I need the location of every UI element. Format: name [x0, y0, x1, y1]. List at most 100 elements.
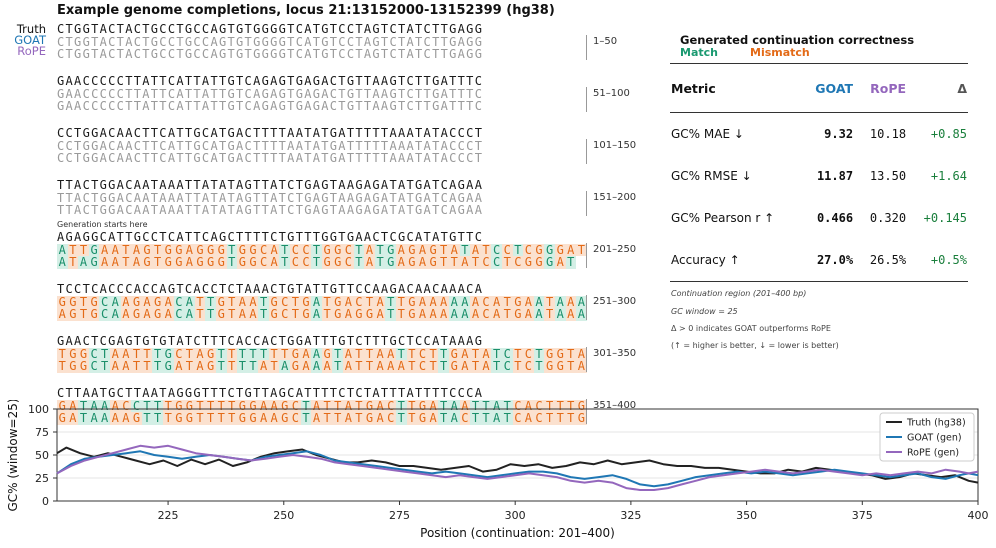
- metric-goat: 11.87: [816, 169, 854, 183]
- metric-delta: +0.5%: [907, 239, 968, 282]
- block-divider: [586, 87, 587, 112]
- note-region: Continuation region (201–400 bp): [671, 289, 807, 298]
- legend-label: Truth (hg38): [906, 418, 966, 429]
- block-divider: [586, 347, 587, 372]
- block-range: 151–200: [593, 192, 637, 203]
- note-arrows: (↑ = higher is better, ↓ = lower is bett…: [671, 341, 839, 350]
- block-divider: [586, 399, 587, 424]
- model-label-rope: RoPE: [17, 44, 46, 58]
- truth-sequence: AGAGGCATTGCCTCATTCAGCTTTTCTGTTTGGTGAACTC…: [57, 230, 484, 244]
- legend-label: GOAT (gen): [907, 433, 962, 444]
- sequence-block: CTTAATGCTTAATAGGGTTTCTGTTAGCATTTTCTCTATT…: [57, 387, 587, 425]
- legend-mismatch: Mismatch: [750, 46, 810, 59]
- metric-row: GC% Pearson r ↑ 0.466 0.320 +0.145: [670, 197, 968, 239]
- sequence-block: CTGGTACTACTGCCTGCCAGTGTGGGGTCATGTCCTAGTC…: [57, 23, 587, 61]
- rope-sequence: GAACCCCCTTATTCATTATTGTCAGAGTGAGACTGTTAAG…: [57, 99, 484, 113]
- x-tick-label: 325: [620, 509, 641, 522]
- y-tick-label: 25: [35, 472, 49, 485]
- model-label-goat: GOAT: [14, 33, 46, 47]
- metric-name: GC% Pearson r ↑: [671, 211, 775, 225]
- model-label-truth: Truth: [16, 22, 46, 36]
- x-tick-label: 375: [852, 509, 873, 522]
- goat-sequence: CTGGTACTACTGCCTGCCAGTGTGGGGTCATGTCCTAGTC…: [57, 34, 484, 49]
- block-range: 101–150: [593, 140, 637, 151]
- metric-row: GC% MAE ↓ 9.32 10.18 +0.85: [670, 113, 968, 156]
- y-tick-label: 50: [35, 449, 49, 462]
- block-divider: [586, 35, 587, 60]
- metric-delta: +1.64: [930, 169, 967, 183]
- block-divider: [586, 191, 587, 216]
- sequence-block: CCTGGACAACTTCATTGCATGACTTTTAATATGATTTTTA…: [57, 127, 587, 165]
- header-delta: Δ: [907, 63, 968, 113]
- rope-sequence: CTGGTACTACTGCCTGCCAGTGTGGGGTCATGTCCTAGTC…: [57, 47, 484, 61]
- sequence-block: GAACTCGAGTGTGTATCTTTCACCACTGGATTTGTCTTTG…: [57, 335, 587, 373]
- truth-sequence: TTACTGGACAATAAATTATATAGTTATCTGAGTAAGAGAT…: [57, 178, 484, 192]
- generation-start-note: Generation starts here: [57, 220, 148, 229]
- goat-sequence: CCTGGACAACTTCATTGCATGACTTTTAATATGATTTTTA…: [57, 138, 484, 153]
- truth-sequence: GAACCCCCTTATTCATTATTGTCAGAGTGAGACTGTTAAG…: [57, 74, 484, 88]
- figure-title: Example genome completions, locus 21:131…: [57, 3, 555, 18]
- rope-sequence: TTACTGGACAATAAATTATATAGTTATCTGAGTAAGAGAT…: [57, 203, 484, 217]
- y-tick-label: 0: [42, 495, 49, 508]
- block-range: 1–50: [593, 36, 618, 47]
- metric-rope: 10.18: [869, 127, 907, 141]
- sequence-block: TCCTCACCCACCAGTCACCTCTAAACTGTATTGTTCCAAG…: [57, 283, 587, 321]
- y-tick-label: 75: [35, 426, 49, 439]
- metrics-table: Metric GOAT RoPE Δ GC% MAE ↓ 9.32 10.18 …: [670, 63, 968, 282]
- metric-rope: 0.320: [869, 211, 907, 225]
- y-axis-label: GC% (window=25): [6, 400, 20, 512]
- sequence-block: GAACCCCCTTATTCATTATTGTCAGAGTGAGACTGTTAAG…: [57, 75, 587, 113]
- header-rope: RoPE: [854, 63, 908, 113]
- truth-sequence: GAACTCGAGTGTGTATCTTTCACCACTGGATTTGTCTTTG…: [57, 334, 484, 348]
- metric-row: Accuracy ↑ 27.0% 26.5% +0.5%: [670, 239, 968, 282]
- x-tick-label: 250: [273, 509, 294, 522]
- note-delta: Δ > 0 indicates GOAT outperforms RoPE: [671, 324, 831, 333]
- series-line: [56, 450, 979, 488]
- truth-sequence: TCCTCACCCACCAGTCACCTCTAAACTGTATTGTTCCAAG…: [57, 282, 484, 296]
- metric-row: GC% RMSE ↓ 11.87 13.50 +1.64: [670, 155, 968, 197]
- series-line: [56, 444, 979, 491]
- metric-name: Accuracy ↑: [670, 239, 786, 282]
- metric-rope: 26.5%: [854, 239, 908, 282]
- legend-label: RoPE (gen): [907, 448, 959, 459]
- metric-goat: 27.0%: [785, 239, 855, 282]
- block-range: 351–400: [593, 400, 637, 411]
- goat-sequence: TTACTGGACAATAAATTATATAGTTATCTGAGTAAGAGAT…: [57, 190, 484, 205]
- metric-delta: +0.85: [930, 127, 967, 141]
- metric-goat: 9.32: [824, 127, 854, 141]
- metric-name: GC% RMSE ↓: [671, 169, 752, 183]
- x-axis-label: Position (continuation: 201–400): [420, 526, 615, 540]
- truth-sequence: CTGGTACTACTGCCTGCCAGTGTGGGGTCATGTCCTAGTC…: [57, 22, 484, 36]
- x-tick-label: 275: [389, 509, 410, 522]
- x-tick-label: 350: [736, 509, 757, 522]
- metric-rope: 13.50: [869, 169, 907, 183]
- metric-name: GC% MAE ↓: [671, 127, 744, 141]
- metrics-title: Generated continuation correctness: [680, 33, 915, 47]
- block-divider: [586, 295, 587, 320]
- note-window: GC window = 25: [671, 307, 738, 316]
- gc-chart: 0 25 50 75 100 225 250 275 300 325 350 375 400 Positi…: [6, 400, 989, 540]
- series-line: [56, 446, 979, 484]
- block-divider: [586, 139, 587, 164]
- block-range: 201–250: [593, 244, 637, 255]
- x-tick-label: 400: [968, 509, 989, 522]
- block-divider: [586, 243, 587, 268]
- goat-sequence: GAACCCCCTTATTCATTATTGTCAGAGTGAGACTGTTAAG…: [57, 86, 484, 101]
- block-range: 51–100: [593, 88, 630, 99]
- y-tick-label: 100: [28, 403, 49, 416]
- x-tick-label: 225: [158, 509, 179, 522]
- header-goat: GOAT: [785, 63, 855, 113]
- x-tick-label: 300: [505, 509, 526, 522]
- legend-match: Match: [680, 46, 718, 59]
- sequence-block: TTACTGGACAATAAATTATATAGTTATCTGAGTAAGAGAT…: [57, 179, 587, 217]
- metric-delta: +0.145: [923, 211, 967, 225]
- sequence-block: AGAGGCATTGCCTCATTCAGCTTTTCTGTTTGGTGAACTC…: [57, 231, 587, 269]
